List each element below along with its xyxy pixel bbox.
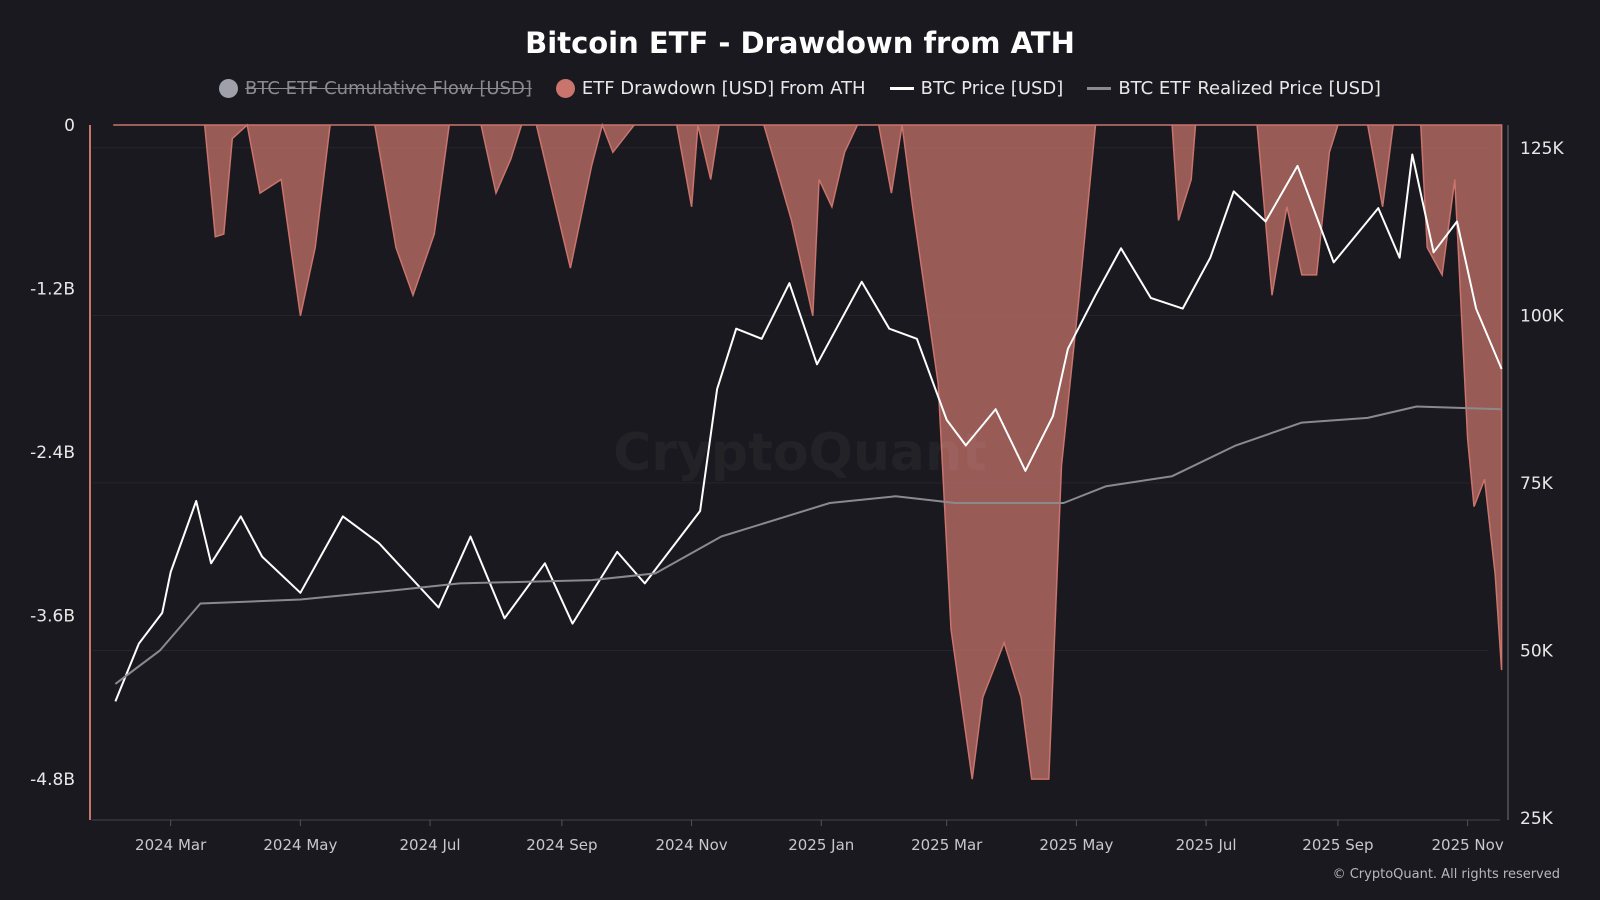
copyright: © CryptoQuant. All rights reserved <box>1332 867 1560 882</box>
legend: BTC ETF Cumulative Flow [USD] ETF Drawdo… <box>0 78 1600 99</box>
legend-label: BTC ETF Realized Price [USD] <box>1118 78 1381 99</box>
legend-item-btc-price[interactable]: BTC Price [USD] <box>889 78 1064 99</box>
btc-price-line <box>114 153 1503 702</box>
y-left-tick-label: -3.6B <box>30 607 75 627</box>
realized-price-line <box>114 405 1502 685</box>
x-tick-label: 2025 Jul <box>1176 836 1237 854</box>
y-right-tick-label: 75K <box>1520 474 1554 494</box>
legend-marker <box>219 79 239 98</box>
legend-marker <box>555 79 575 98</box>
x-tick-label: 2025 May <box>1039 836 1113 854</box>
y-right-tick-label: 50K <box>1520 641 1554 661</box>
legend-marker <box>1087 87 1112 90</box>
x-tick-label: 2024 Nov <box>655 836 727 854</box>
legend-item-realized-price[interactable]: BTC ETF Realized Price [USD] <box>1087 78 1381 99</box>
y-left-tick-label: -1.2B <box>30 280 75 300</box>
y-right-tick-label: 125K <box>1520 139 1564 159</box>
x-tick-label: 2025 Jan <box>788 836 854 854</box>
y-left-tick-label: -4.8B <box>30 770 75 790</box>
legend-label: BTC ETF Cumulative Flow [USD] <box>245 78 532 99</box>
legend-label: BTC Price [USD] <box>920 78 1064 99</box>
legend-label: ETF Drawdown [USD] From ATH <box>581 78 866 99</box>
chart-title: Bitcoin ETF - Drawdown from ATH <box>525 26 1075 60</box>
y-left-tick-label: 0 <box>64 116 75 136</box>
y-right-tick-label: 100K <box>1520 306 1564 326</box>
x-tick-label: 2024 Sep <box>526 836 597 854</box>
x-tick-label: 2024 Mar <box>135 836 207 854</box>
y-right-tick-label: 25K <box>1520 809 1554 829</box>
legend-item-drawdown[interactable]: ETF Drawdown [USD] From ATH <box>555 78 866 99</box>
x-tick-label: 2025 Mar <box>911 836 983 854</box>
x-tick-label: 2025 Nov <box>1431 836 1503 854</box>
x-tick-label: 2025 Sep <box>1302 836 1373 854</box>
legend-marker <box>889 87 914 90</box>
watermark: CryptoQuant <box>613 423 987 483</box>
y-left-tick-label: -2.4B <box>30 443 75 463</box>
x-tick-label: 2024 May <box>263 836 337 854</box>
x-tick-label: 2024 Jul <box>400 836 461 854</box>
legend-item-cumulative-flow[interactable]: BTC ETF Cumulative Flow [USD] <box>219 78 532 99</box>
